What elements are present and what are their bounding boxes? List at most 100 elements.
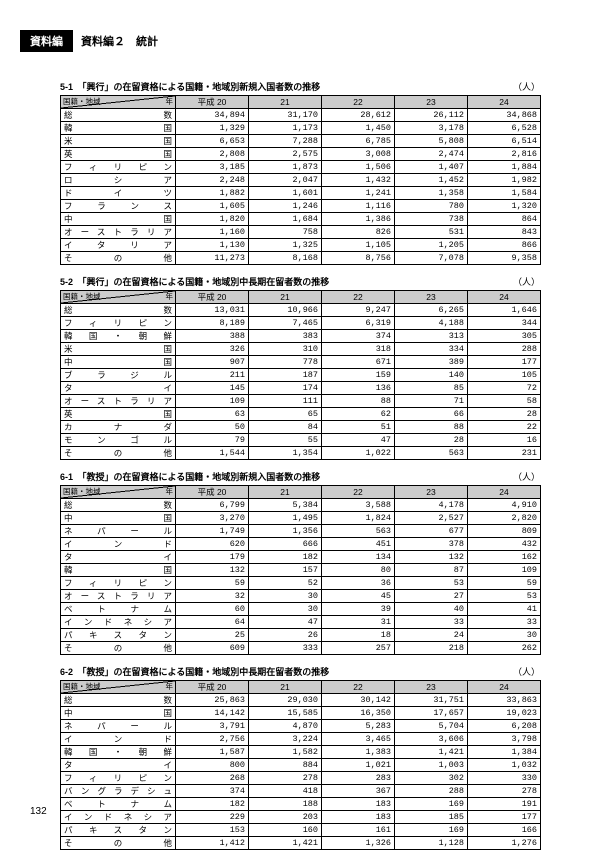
cell-value: 305: [468, 330, 541, 343]
cell-value: 1,873: [249, 161, 322, 174]
table-row: ネパール1,7491,356563677809: [61, 525, 541, 538]
cell-value: 778: [249, 356, 322, 369]
cell-value: 64: [176, 616, 249, 629]
table-row: オーストラリア109111887158: [61, 395, 541, 408]
cell-value: 302: [395, 772, 468, 785]
cell-value: 15,585: [249, 707, 322, 720]
table-row: 米国6,6537,2886,7855,8086,514: [61, 135, 541, 148]
cell-value: 39: [322, 603, 395, 616]
cell-value: 2,474: [395, 148, 468, 161]
table-row: カナダ5084518822: [61, 421, 541, 434]
cell-value: 28: [395, 434, 468, 447]
cell-value: 4,910: [468, 499, 541, 512]
cell-value: 6,799: [176, 499, 249, 512]
table-row: ネパール3,7914,8705,2835,7046,208: [61, 720, 541, 733]
cell-value: 609: [176, 642, 249, 655]
cell-value: 59: [468, 577, 541, 590]
cell-value: 800: [176, 759, 249, 772]
table-row: 韓国1321578087109: [61, 564, 541, 577]
cell-value: 29,030: [249, 694, 322, 707]
cell-value: 109: [468, 564, 541, 577]
cell-value: 134: [322, 551, 395, 564]
cell-value: 63: [176, 408, 249, 421]
cell-value: 111: [249, 395, 322, 408]
table-row: その他609333257218262: [61, 642, 541, 655]
cell-value: 2,248: [176, 174, 249, 187]
cell-value: 5,384: [249, 499, 322, 512]
cell-value: 318: [322, 343, 395, 356]
cell-value: 5,808: [395, 135, 468, 148]
table-row: タイ1451741368572: [61, 382, 541, 395]
cell-value: 182: [249, 551, 322, 564]
header-diagonal: 国籍・地域年: [61, 681, 176, 694]
table-row: 中国3,2701,4951,8242,5272,820: [61, 512, 541, 525]
row-label: ネパール: [61, 720, 176, 733]
cell-value: 26: [249, 629, 322, 642]
cell-value: 10,966: [249, 304, 322, 317]
cell-value: 162: [468, 551, 541, 564]
cell-value: 33: [395, 616, 468, 629]
table-row: 韓国・朝鮮1,5871,5821,3831,4211,384: [61, 746, 541, 759]
cell-value: 87: [395, 564, 468, 577]
cell-value: 1,105: [322, 239, 395, 252]
row-label: 中国: [61, 213, 176, 226]
cell-value: 2,047: [249, 174, 322, 187]
row-label: ブラジル: [61, 369, 176, 382]
cell-value: 1,356: [249, 525, 322, 538]
row-label: モンゴル: [61, 434, 176, 447]
cell-value: 3,465: [322, 733, 395, 746]
cell-value: 884: [249, 759, 322, 772]
cell-value: 1,383: [322, 746, 395, 759]
cell-value: 334: [395, 343, 468, 356]
cell-value: 1,173: [249, 122, 322, 135]
cell-value: 3,791: [176, 720, 249, 733]
cell-value: 1,421: [395, 746, 468, 759]
row-label: ドイツ: [61, 187, 176, 200]
cell-value: 55: [249, 434, 322, 447]
cell-value: 1,605: [176, 200, 249, 213]
cell-value: 1,358: [395, 187, 468, 200]
cell-value: 30: [249, 603, 322, 616]
cell-value: 3,606: [395, 733, 468, 746]
cell-value: 2,575: [249, 148, 322, 161]
row-label: 総数: [61, 304, 176, 317]
cell-value: 9,247: [322, 304, 395, 317]
cell-value: 31,170: [249, 109, 322, 122]
table-row: ロシア2,2482,0471,4321,4521,982: [61, 174, 541, 187]
cell-value: 1,824: [322, 512, 395, 525]
cell-value: 6,785: [322, 135, 395, 148]
table-caption: 5-2 「興行」の在留資格による国籍・地域別中長期在留者数の推移: [60, 275, 329, 288]
header-diagonal: 国籍・地域年: [61, 486, 176, 499]
row-label: ベトナム: [61, 603, 176, 616]
row-label: 韓国・朝鮮: [61, 330, 176, 343]
cell-value: 52: [249, 577, 322, 590]
cell-value: 1,982: [468, 174, 541, 187]
cell-value: 907: [176, 356, 249, 369]
cell-value: 326: [176, 343, 249, 356]
row-label: パキスタン: [61, 824, 176, 837]
header-tab: 資料編: [20, 30, 73, 52]
cell-value: 7,465: [249, 317, 322, 330]
year-header: 21: [249, 681, 322, 694]
cell-value: 6,653: [176, 135, 249, 148]
table-row: 中国907778671389177: [61, 356, 541, 369]
row-label: ネパール: [61, 525, 176, 538]
table-row: タイ179182134132162: [61, 551, 541, 564]
cell-value: 2,808: [176, 148, 249, 161]
row-label: インドネシア: [61, 811, 176, 824]
unit-label: （人）: [513, 80, 540, 93]
cell-value: 1,205: [395, 239, 468, 252]
row-label: 韓国: [61, 122, 176, 135]
table-row: 米国326310318334288: [61, 343, 541, 356]
year-header: 24: [468, 681, 541, 694]
cell-value: 13,031: [176, 304, 249, 317]
cell-value: 58: [468, 395, 541, 408]
table-row: インドネシア6447313333: [61, 616, 541, 629]
cell-value: 157: [249, 564, 322, 577]
cell-value: 132: [176, 564, 249, 577]
cell-value: 169: [395, 824, 468, 837]
table-row: ベトナム182188183169191: [61, 798, 541, 811]
content-area: 5-1 「興行」の在留資格による国籍・地域別新規入国者数の推移（人）国籍・地域年…: [60, 70, 540, 850]
cell-value: 378: [395, 538, 468, 551]
data-table: 国籍・地域年平成 2021222324総数25,86329,03030,1423…: [60, 680, 541, 850]
